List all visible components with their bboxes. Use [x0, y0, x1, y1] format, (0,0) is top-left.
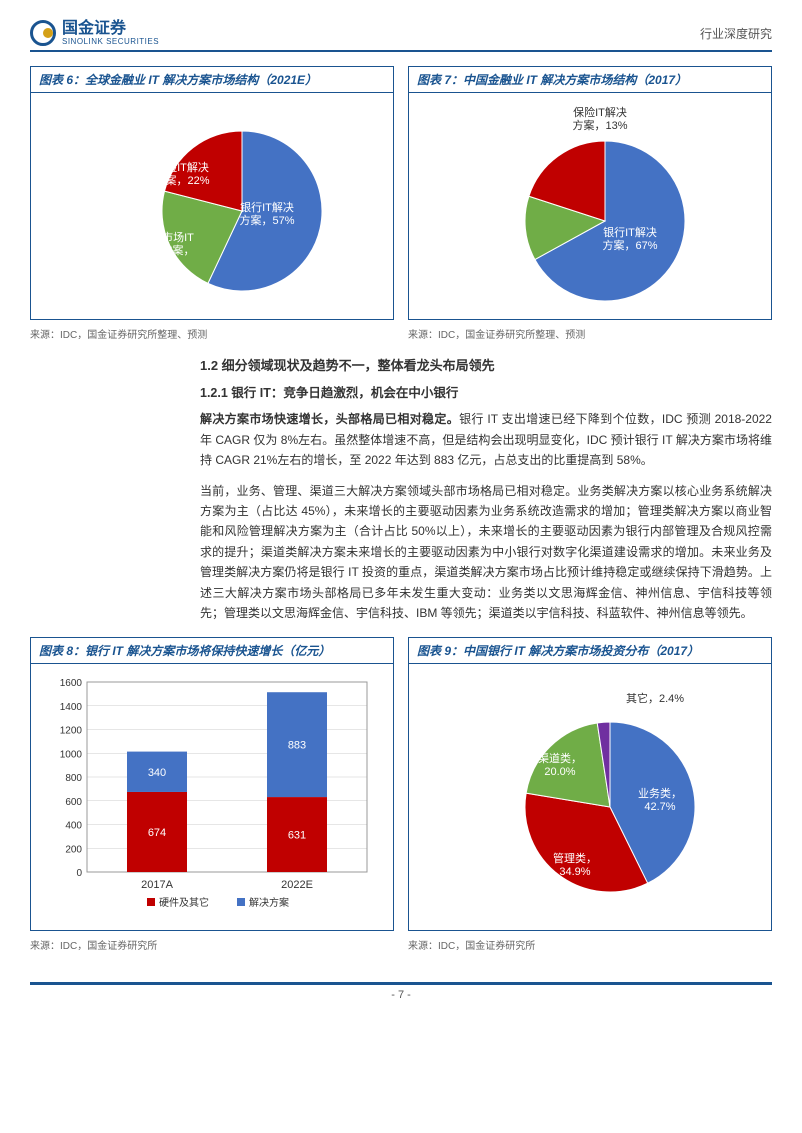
chart-6-svg: 银行IT解决方案，57% 保险IT解决方案，22% 资本市场IT解决方案，21% — [52, 101, 372, 311]
para-2: 当前，业务、管理、渠道三大解决方案领域头部市场格局已相对稳定。业务类解决方案以核… — [200, 481, 772, 624]
svg-text:管理类，: 管理类， — [553, 851, 597, 865]
svg-text:方案，67%: 方案，67% — [602, 238, 657, 252]
svg-text:解决方案: 解决方案 — [249, 896, 289, 909]
chart-row-2: 图表 8：银行 IT 解决方案市场将保持快速增长（亿元） 0 200 400 600 8… — [30, 637, 772, 931]
svg-text:0: 0 — [76, 868, 82, 879]
chart-8-svg: 0 200 400 600 800 1000 1200 1400 1600 674 340 2017A… — [42, 672, 382, 922]
para-1: 解决方案市场快速增长，头部格局已相对稳定。银行 IT 支出增速已经下降到个位数，… — [200, 409, 772, 470]
svg-text:2022E: 2022E — [281, 879, 313, 891]
chart-row-1: 图表 6：全球金融业 IT 解决方案市场结构（2021E） 银行IT解决方案，5… — [30, 66, 772, 320]
svg-text:方案，57%: 方案，57% — [239, 213, 294, 227]
chart-7-svg: 银行IT解决方案，67% 保险IT解决方案，13% — [430, 101, 750, 311]
svg-text:674: 674 — [148, 827, 166, 839]
svg-text:渠道类，: 渠道类， — [538, 751, 582, 765]
chart-8-box: 图表 8：银行 IT 解决方案市场将保持快速增长（亿元） 0 200 400 600 8… — [30, 637, 394, 931]
footer: - 7 - — [30, 982, 772, 1001]
svg-text:340: 340 — [148, 767, 166, 779]
section-1-2-1: 1.2.1 银行 IT：竞争日趋激烈，机会在中小银行 — [200, 382, 772, 401]
logo-cn: 国金证券 — [62, 20, 159, 38]
logo-icon — [30, 20, 56, 46]
svg-text:保险IT解决: 保险IT解决 — [155, 160, 209, 174]
svg-text:42.7%: 42.7% — [644, 801, 675, 813]
chart-8-source: 来源：IDC，国金证券研究所 — [30, 937, 394, 952]
chart-6-box: 图表 6：全球金融业 IT 解决方案市场结构（2021E） 银行IT解决方案，5… — [30, 66, 394, 320]
svg-text:方案，13%: 方案，13% — [572, 118, 627, 132]
chart-6-source: 来源：IDC，国金证券研究所整理、预测 — [30, 326, 394, 341]
svg-text:2017A: 2017A — [141, 879, 173, 891]
svg-text:1200: 1200 — [60, 726, 83, 737]
svg-text:资本市场IT: 资本市场IT — [140, 230, 194, 244]
svg-text:21%: 21% — [156, 258, 178, 270]
source-row-1: 来源：IDC，国金证券研究所整理、预测 来源：IDC，国金证券研究所整理、预测 — [30, 326, 772, 341]
source-row-2: 来源：IDC，国金证券研究所 来源：IDC，国金证券研究所 — [30, 937, 772, 952]
chart-8-body: 0 200 400 600 800 1000 1200 1400 1600 674 340 2017A… — [31, 664, 393, 930]
svg-text:1400: 1400 — [60, 702, 83, 713]
svg-text:400: 400 — [65, 821, 82, 832]
page-header: 国金证券 SINOLINK SECURITIES 行业深度研究 — [30, 20, 772, 52]
chart-7-title: 图表 7：中国金融业 IT 解决方案市场结构（2017） — [409, 67, 771, 93]
chart-8-title: 图表 8：银行 IT 解决方案市场将保持快速增长（亿元） — [31, 638, 393, 664]
text-block: 1.2 细分领域现状及趋势不一，整体看龙头布局领先 1.2.1 银行 IT：竞争… — [200, 355, 772, 623]
svg-text:631: 631 — [288, 830, 306, 842]
svg-text:883: 883 — [288, 740, 306, 752]
svg-text:1000: 1000 — [60, 750, 83, 761]
chart-6-body: 银行IT解决方案，57% 保险IT解决方案，22% 资本市场IT解决方案，21% — [31, 93, 393, 319]
svg-text:600: 600 — [65, 797, 82, 808]
chart-9-box: 图表 9：中国银行 IT 解决方案市场投资分布（2017） 业务类，42.7% 管… — [408, 637, 772, 931]
chart-7-body: 银行IT解决方案，67% 保险IT解决方案，13% — [409, 93, 771, 319]
svg-text:硬件及其它: 硬件及其它 — [159, 896, 209, 909]
svg-text:保险IT解决: 保险IT解决 — [573, 105, 627, 119]
chart-7-source: 来源：IDC，国金证券研究所整理、预测 — [408, 326, 772, 341]
svg-text:800: 800 — [65, 773, 82, 784]
chart-9-source: 来源：IDC，国金证券研究所 — [408, 937, 772, 952]
chart-9-svg: 业务类，42.7% 管理类，34.9% 渠道类，20.0% 其它，2.4% — [420, 672, 760, 922]
page-number: - 7 - — [391, 989, 411, 1001]
svg-text:34.9%: 34.9% — [559, 866, 590, 878]
svg-text:1600: 1600 — [60, 678, 83, 689]
svg-text:方案，22%: 方案，22% — [154, 173, 209, 187]
section-1-2: 1.2 细分领域现状及趋势不一，整体看龙头布局领先 — [200, 355, 772, 374]
svg-text:其它，2.4%: 其它，2.4% — [626, 691, 684, 705]
header-right-text: 行业深度研究 — [700, 25, 772, 42]
svg-text:20.0%: 20.0% — [544, 766, 575, 778]
svg-text:业务类，: 业务类， — [638, 786, 682, 800]
svg-text:200: 200 — [65, 845, 82, 856]
para-1-bold: 解决方案市场快速增长，头部格局已相对稳定。 — [200, 412, 459, 426]
chart-9-title: 图表 9：中国银行 IT 解决方案市场投资分布（2017） — [409, 638, 771, 664]
logo: 国金证券 SINOLINK SECURITIES — [30, 20, 159, 46]
svg-text:银行IT解决: 银行IT解决 — [603, 225, 657, 239]
svg-text:银行IT解决: 银行IT解决 — [240, 200, 294, 214]
chart-7-box: 图表 7：中国金融业 IT 解决方案市场结构（2017） 银行IT解决方案，67… — [408, 66, 772, 320]
chart-6-title: 图表 6：全球金融业 IT 解决方案市场结构（2021E） — [31, 67, 393, 93]
svg-text:解决方案，: 解决方案， — [140, 243, 195, 257]
logo-en: SINOLINK SECURITIES — [62, 38, 159, 47]
chart-9-body: 业务类，42.7% 管理类，34.9% 渠道类，20.0% 其它，2.4% — [409, 664, 771, 930]
